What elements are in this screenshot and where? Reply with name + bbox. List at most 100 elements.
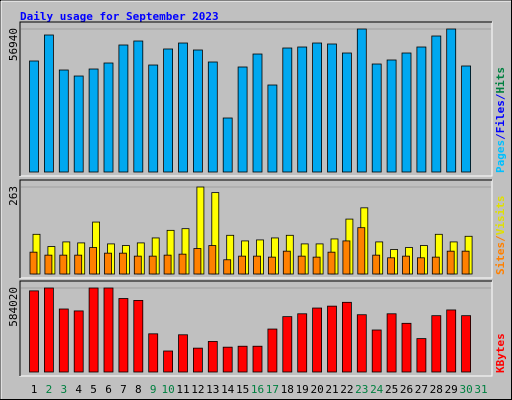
x-tick-label: 30 [459, 383, 472, 396]
x-tick-label: 2 [46, 383, 53, 396]
bar [163, 48, 174, 173]
legend-entry: Hits [494, 67, 507, 94]
x-tick-label: 19 [296, 383, 309, 396]
bar [372, 254, 381, 275]
x-tick-label: 23 [355, 383, 368, 396]
bar [431, 315, 442, 373]
legend-text: Sites/Visits [494, 196, 507, 276]
bar [207, 341, 218, 373]
y-tick-label: 56940 [7, 28, 20, 61]
bar [446, 28, 457, 173]
x-tick-label: 6 [105, 383, 112, 396]
y-tick-label: 584020 [7, 287, 20, 327]
bar [371, 63, 382, 173]
bar [192, 347, 203, 373]
legend: Pages/Files/Hits [494, 67, 507, 173]
bar [312, 42, 323, 173]
legend-entry: / [494, 235, 507, 242]
legend-entry: Visits [494, 196, 507, 236]
bar [282, 47, 293, 173]
y-tick-label: 263 [7, 186, 20, 206]
bar [461, 315, 472, 373]
bar [253, 255, 261, 275]
bar [73, 75, 84, 173]
x-tick-label: 1 [31, 383, 38, 396]
x-tick-label: 15 [236, 383, 249, 396]
x-tick-label: 20 [310, 383, 323, 396]
bar [133, 255, 142, 275]
x-tick-label: 26 [400, 383, 413, 396]
bar [163, 350, 174, 373]
bar [267, 328, 278, 373]
bar [416, 257, 425, 275]
bar [29, 251, 38, 275]
legend-text: KBytes [494, 333, 507, 373]
x-tick-label: 29 [445, 383, 458, 396]
bar [207, 61, 218, 173]
bar [73, 310, 84, 373]
legend-text: Pages/Files/Hits [494, 67, 507, 173]
bar [148, 64, 159, 173]
bar [133, 40, 144, 173]
x-tick-label: 4 [75, 383, 82, 396]
bar [371, 329, 382, 373]
bar [29, 60, 39, 173]
bar [223, 259, 232, 275]
legend-entry: KBytes [494, 333, 507, 373]
bar [59, 254, 68, 275]
bar [103, 62, 114, 173]
x-tick-label: 7 [120, 383, 127, 396]
bar [148, 255, 157, 275]
bar [356, 28, 367, 173]
x-tick-label: 27 [415, 383, 428, 396]
bar [58, 308, 69, 373]
bar [402, 255, 410, 275]
bar [208, 245, 217, 275]
bar [297, 255, 306, 275]
bar [148, 333, 159, 373]
bar [118, 298, 129, 373]
bar [267, 256, 276, 275]
bar [387, 257, 396, 275]
bar [401, 52, 412, 173]
bar [44, 254, 53, 275]
bar [88, 287, 99, 373]
bar [222, 346, 233, 373]
panel-shadow [19, 21, 492, 176]
legend-entry: Pages [494, 140, 507, 173]
bar [118, 44, 129, 173]
bar [401, 322, 412, 373]
bar [416, 338, 427, 373]
x-tick-label: 31 [474, 383, 487, 396]
bar [44, 287, 54, 373]
bar [282, 316, 293, 373]
bar [461, 65, 472, 173]
bar [356, 314, 367, 373]
bar [192, 49, 203, 173]
bar [29, 290, 39, 373]
x-tick-label: 28 [430, 383, 443, 396]
bar [237, 66, 248, 173]
bar [357, 227, 366, 275]
bar [103, 287, 114, 373]
x-tick-label: 11 [176, 383, 189, 396]
bar [178, 334, 188, 373]
bar [104, 252, 112, 275]
bar [386, 313, 397, 373]
bar [119, 252, 127, 275]
bar [267, 84, 278, 173]
bar [237, 345, 248, 373]
x-tick-label: 12 [191, 383, 204, 396]
x-tick-label: 9 [150, 383, 157, 396]
bar [89, 247, 97, 275]
x-tick-label: 3 [60, 383, 67, 396]
x-tick-label: 13 [206, 383, 219, 396]
x-tick-label: 24 [370, 383, 384, 396]
bar [133, 300, 144, 373]
x-tick-label: 22 [340, 383, 353, 396]
legend: KBytes [494, 333, 507, 373]
bar [297, 46, 308, 173]
bar [74, 254, 83, 275]
x-tick-label: 8 [135, 383, 142, 396]
